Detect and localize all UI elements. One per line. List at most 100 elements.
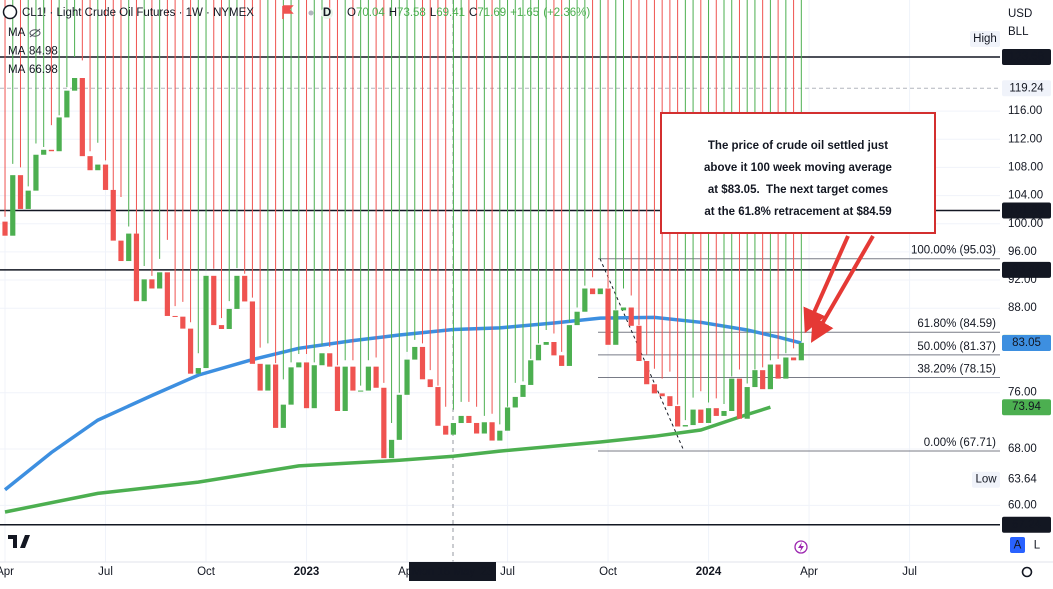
- high-tag-text: High: [973, 33, 997, 45]
- candle-body: [628, 307, 634, 326]
- x-tick-label: Apr: [800, 566, 818, 578]
- candle-body: [334, 366, 341, 411]
- candle-body: [396, 394, 402, 440]
- y-tick-label: 116.00: [1008, 105, 1042, 117]
- candle-body: [72, 78, 78, 91]
- ohlc-value: 70.04: [356, 7, 385, 19]
- candle-body: [667, 396, 673, 407]
- flash-icon[interactable]: [794, 540, 808, 554]
- candle-body: [443, 425, 449, 435]
- candle-body: [613, 310, 619, 345]
- fib-label: 50.00% (81.37): [917, 341, 996, 353]
- candle-body: [79, 78, 85, 157]
- annotation-text: above it 100 week moving average: [704, 162, 892, 174]
- level-badge-text: 57.24: [1012, 519, 1041, 531]
- candle-body: [218, 325, 225, 329]
- candle-body: [497, 430, 503, 441]
- unit: BLL: [1008, 26, 1029, 38]
- candle-body: [566, 325, 572, 366]
- low-tag-text: Low: [975, 474, 997, 486]
- candle-body: [373, 366, 379, 388]
- candle-body: [141, 279, 147, 302]
- candle-body: [752, 370, 758, 388]
- candle-body: [342, 366, 348, 411]
- fib-trend: [599, 258, 685, 452]
- level-badge: [1002, 202, 1051, 219]
- ohlc-key: C: [469, 7, 477, 19]
- flag-icon[interactable]: [282, 5, 294, 19]
- ma-badge: [1002, 335, 1051, 352]
- eye-slash: [29, 28, 41, 38]
- candle-body: [474, 422, 480, 434]
- candle-body: [56, 117, 62, 152]
- fib-label: 61.80% (84.59): [917, 318, 996, 330]
- candle-body: [17, 175, 24, 209]
- y-tick-label: 108.00: [1008, 161, 1043, 173]
- x-tick-label: Oct: [197, 566, 216, 578]
- candle-body: [760, 370, 766, 390]
- x-tick-label: Jul: [500, 566, 515, 578]
- candle-body: [157, 272, 163, 289]
- candle-body: [64, 90, 70, 118]
- candle-body: [164, 272, 170, 316]
- candle-body: [798, 342, 804, 361]
- settings-icon[interactable]: [1021, 566, 1033, 578]
- candle-body: [242, 275, 248, 302]
- candle-body: [381, 387, 387, 459]
- candle-body: [102, 164, 109, 190]
- candle-body: [698, 409, 704, 423]
- arrow: [803, 235, 850, 334]
- candle-body: [41, 149, 47, 155]
- candle-body: [2, 221, 8, 236]
- eye-icon[interactable]: [29, 29, 41, 37]
- candle-body: [659, 393, 665, 397]
- level-badge: [1002, 49, 1051, 66]
- legend-name: MA: [8, 27, 26, 39]
- candle-body: [288, 367, 294, 405]
- delay-badge: [321, 7, 333, 19]
- candle-body: [303, 362, 310, 409]
- candle-body: [172, 315, 178, 317]
- flash-bolt: [798, 542, 804, 552]
- tv-logo: [8, 535, 30, 548]
- candle-body: [257, 363, 263, 391]
- candle-body: [790, 357, 797, 361]
- change-pct: (+2.36%): [543, 7, 590, 19]
- candle-body: [203, 275, 209, 369]
- candle-body: [133, 233, 140, 302]
- annotation-text: The price of crude oil settled just: [708, 140, 888, 152]
- high-tag: [970, 31, 1000, 47]
- y-tick-label: 100.00: [1008, 218, 1043, 230]
- header-ohlc: O70.04 H73.58 L69.41 C71.69 +1.65 (+2.36%): [347, 7, 590, 19]
- candle-body: [350, 366, 356, 391]
- candle-body: [767, 364, 773, 390]
- candle-body: [273, 364, 279, 428]
- candle-body: [682, 425, 688, 427]
- y-tick-label: 88.00: [1008, 302, 1037, 314]
- candle-body: [551, 342, 557, 356]
- candle-body: [10, 175, 16, 236]
- ohlc-key: L: [430, 7, 437, 19]
- candle-body: [528, 360, 534, 385]
- candle-body: [118, 240, 124, 262]
- candle-body: [582, 288, 588, 312]
- candle-body: [644, 361, 650, 385]
- log-button-text[interactable]: L: [1034, 540, 1041, 552]
- candle-body: [149, 279, 155, 289]
- header-title: CL1! · Light Crude Oil Futures · 1W · NY…: [22, 7, 254, 19]
- candle-body: [365, 366, 371, 391]
- candle-body: [504, 407, 511, 431]
- fib-label: 100.00% (95.03): [911, 245, 996, 257]
- candle-body: [675, 406, 681, 427]
- candle-body: [226, 308, 232, 329]
- candle-body: [95, 164, 101, 171]
- legend-value: 84.98: [29, 46, 58, 58]
- candle-body: [520, 384, 526, 397]
- auto-button[interactable]: [1010, 537, 1025, 553]
- candle-body: [450, 423, 457, 435]
- ohlc-key: O: [347, 7, 356, 19]
- ohlc-value: 69.41: [436, 7, 465, 19]
- candle-body: [651, 384, 658, 394]
- legend-name: MA: [8, 64, 26, 76]
- candle-body: [265, 364, 271, 391]
